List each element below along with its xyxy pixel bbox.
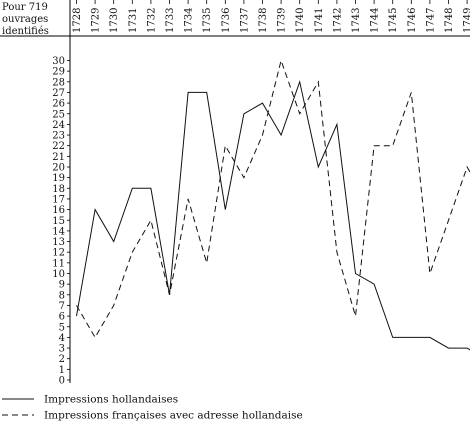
y-tick-label: 20 (52, 163, 65, 174)
chart-series (76, 58, 470, 351)
x-tick-label: 1749 (463, 8, 470, 33)
x-tick-label: 1745 (388, 8, 399, 33)
y-tick-label: 9 (59, 280, 65, 291)
x-tick-label: 1728 (72, 8, 83, 33)
y-tick-label: 4 (59, 333, 65, 344)
caption-line-3: identifiés (2, 26, 49, 37)
y-tick-label: 29 (52, 67, 65, 78)
legend-label: Impressions hollandaises (44, 394, 178, 406)
y-tick-label: 10 (52, 269, 65, 280)
legend-label: Impressions françaises avec adresse holl… (44, 410, 303, 422)
y-tick-label: 19 (52, 173, 65, 184)
y-tick-label: 2 (59, 354, 65, 365)
y-axis-ticks: 0123456789101112131415161718192021222324… (52, 56, 70, 387)
chart-axes (0, 0, 470, 383)
x-tick-label: 1739 (277, 8, 288, 33)
y-tick-label: 12 (52, 248, 65, 259)
y-tick-label: 26 (52, 99, 65, 110)
caption-line-1: Pour 719 (2, 2, 48, 13)
chart-legend: Impressions hollandaises Impressions fran… (2, 394, 303, 422)
x-tick-label: 1742 (332, 8, 343, 33)
y-tick-label: 5 (59, 322, 65, 333)
y-tick-label: 18 (52, 184, 65, 195)
series-line-impressions-francaises (76, 58, 470, 339)
x-tick-label: 1736 (221, 8, 232, 33)
x-tick-label: 1741 (314, 8, 325, 33)
y-tick-label: 8 (59, 290, 65, 301)
y-tick-label: 7 (59, 301, 65, 312)
y-tick-label: 16 (52, 205, 65, 216)
x-tick-label: 1729 (91, 8, 102, 33)
y-tick-label: 15 (52, 216, 65, 227)
x-tick-label: 1746 (407, 8, 418, 33)
y-tick-label: 11 (52, 258, 65, 269)
x-tick-label: 1734 (184, 8, 195, 33)
x-tick-label: 1737 (239, 8, 250, 33)
caption-line-2: ouvrages (2, 14, 49, 25)
x-axis-ticks: 1728 1729 1730 1731 1732 1733 1734 1735 1736 1737… (72, 0, 470, 33)
x-tick-label: 1744 (370, 8, 381, 33)
y-tick-label: 3 (59, 344, 65, 355)
x-tick-label: 1740 (295, 8, 306, 33)
x-tick-label: 1733 (165, 8, 176, 33)
y-tick-label: 30 (52, 56, 65, 67)
y-tick-label: 28 (52, 77, 65, 88)
y-tick-label: 0 (59, 376, 65, 387)
x-tick-label: 1731 (128, 8, 139, 33)
y-tick-label: 22 (52, 141, 65, 152)
x-tick-label: 1730 (109, 8, 120, 33)
x-tick-label: 1738 (258, 8, 269, 33)
y-tick-label: 1 (59, 365, 65, 376)
x-tick-label: 1748 (444, 8, 455, 33)
chart-caption: Pour 719 ouvrages identifiés (2, 2, 49, 38)
x-tick-label: 1743 (351, 8, 362, 33)
y-tick-label: 24 (52, 120, 65, 131)
y-tick-label: 6 (59, 312, 65, 323)
x-tick-label: 1735 (202, 8, 213, 33)
series-line-impressions-hollandaises (76, 79, 470, 351)
y-tick-label: 27 (52, 88, 65, 99)
x-tick-label: 1732 (146, 8, 157, 33)
y-tick-label: 21 (52, 152, 65, 163)
y-tick-label: 14 (52, 226, 65, 237)
y-tick-label: 13 (52, 237, 65, 248)
y-tick-label: 17 (52, 194, 65, 205)
y-tick-label: 25 (52, 109, 65, 120)
y-tick-label: 23 (52, 131, 65, 142)
x-tick-label: 1747 (425, 8, 436, 33)
